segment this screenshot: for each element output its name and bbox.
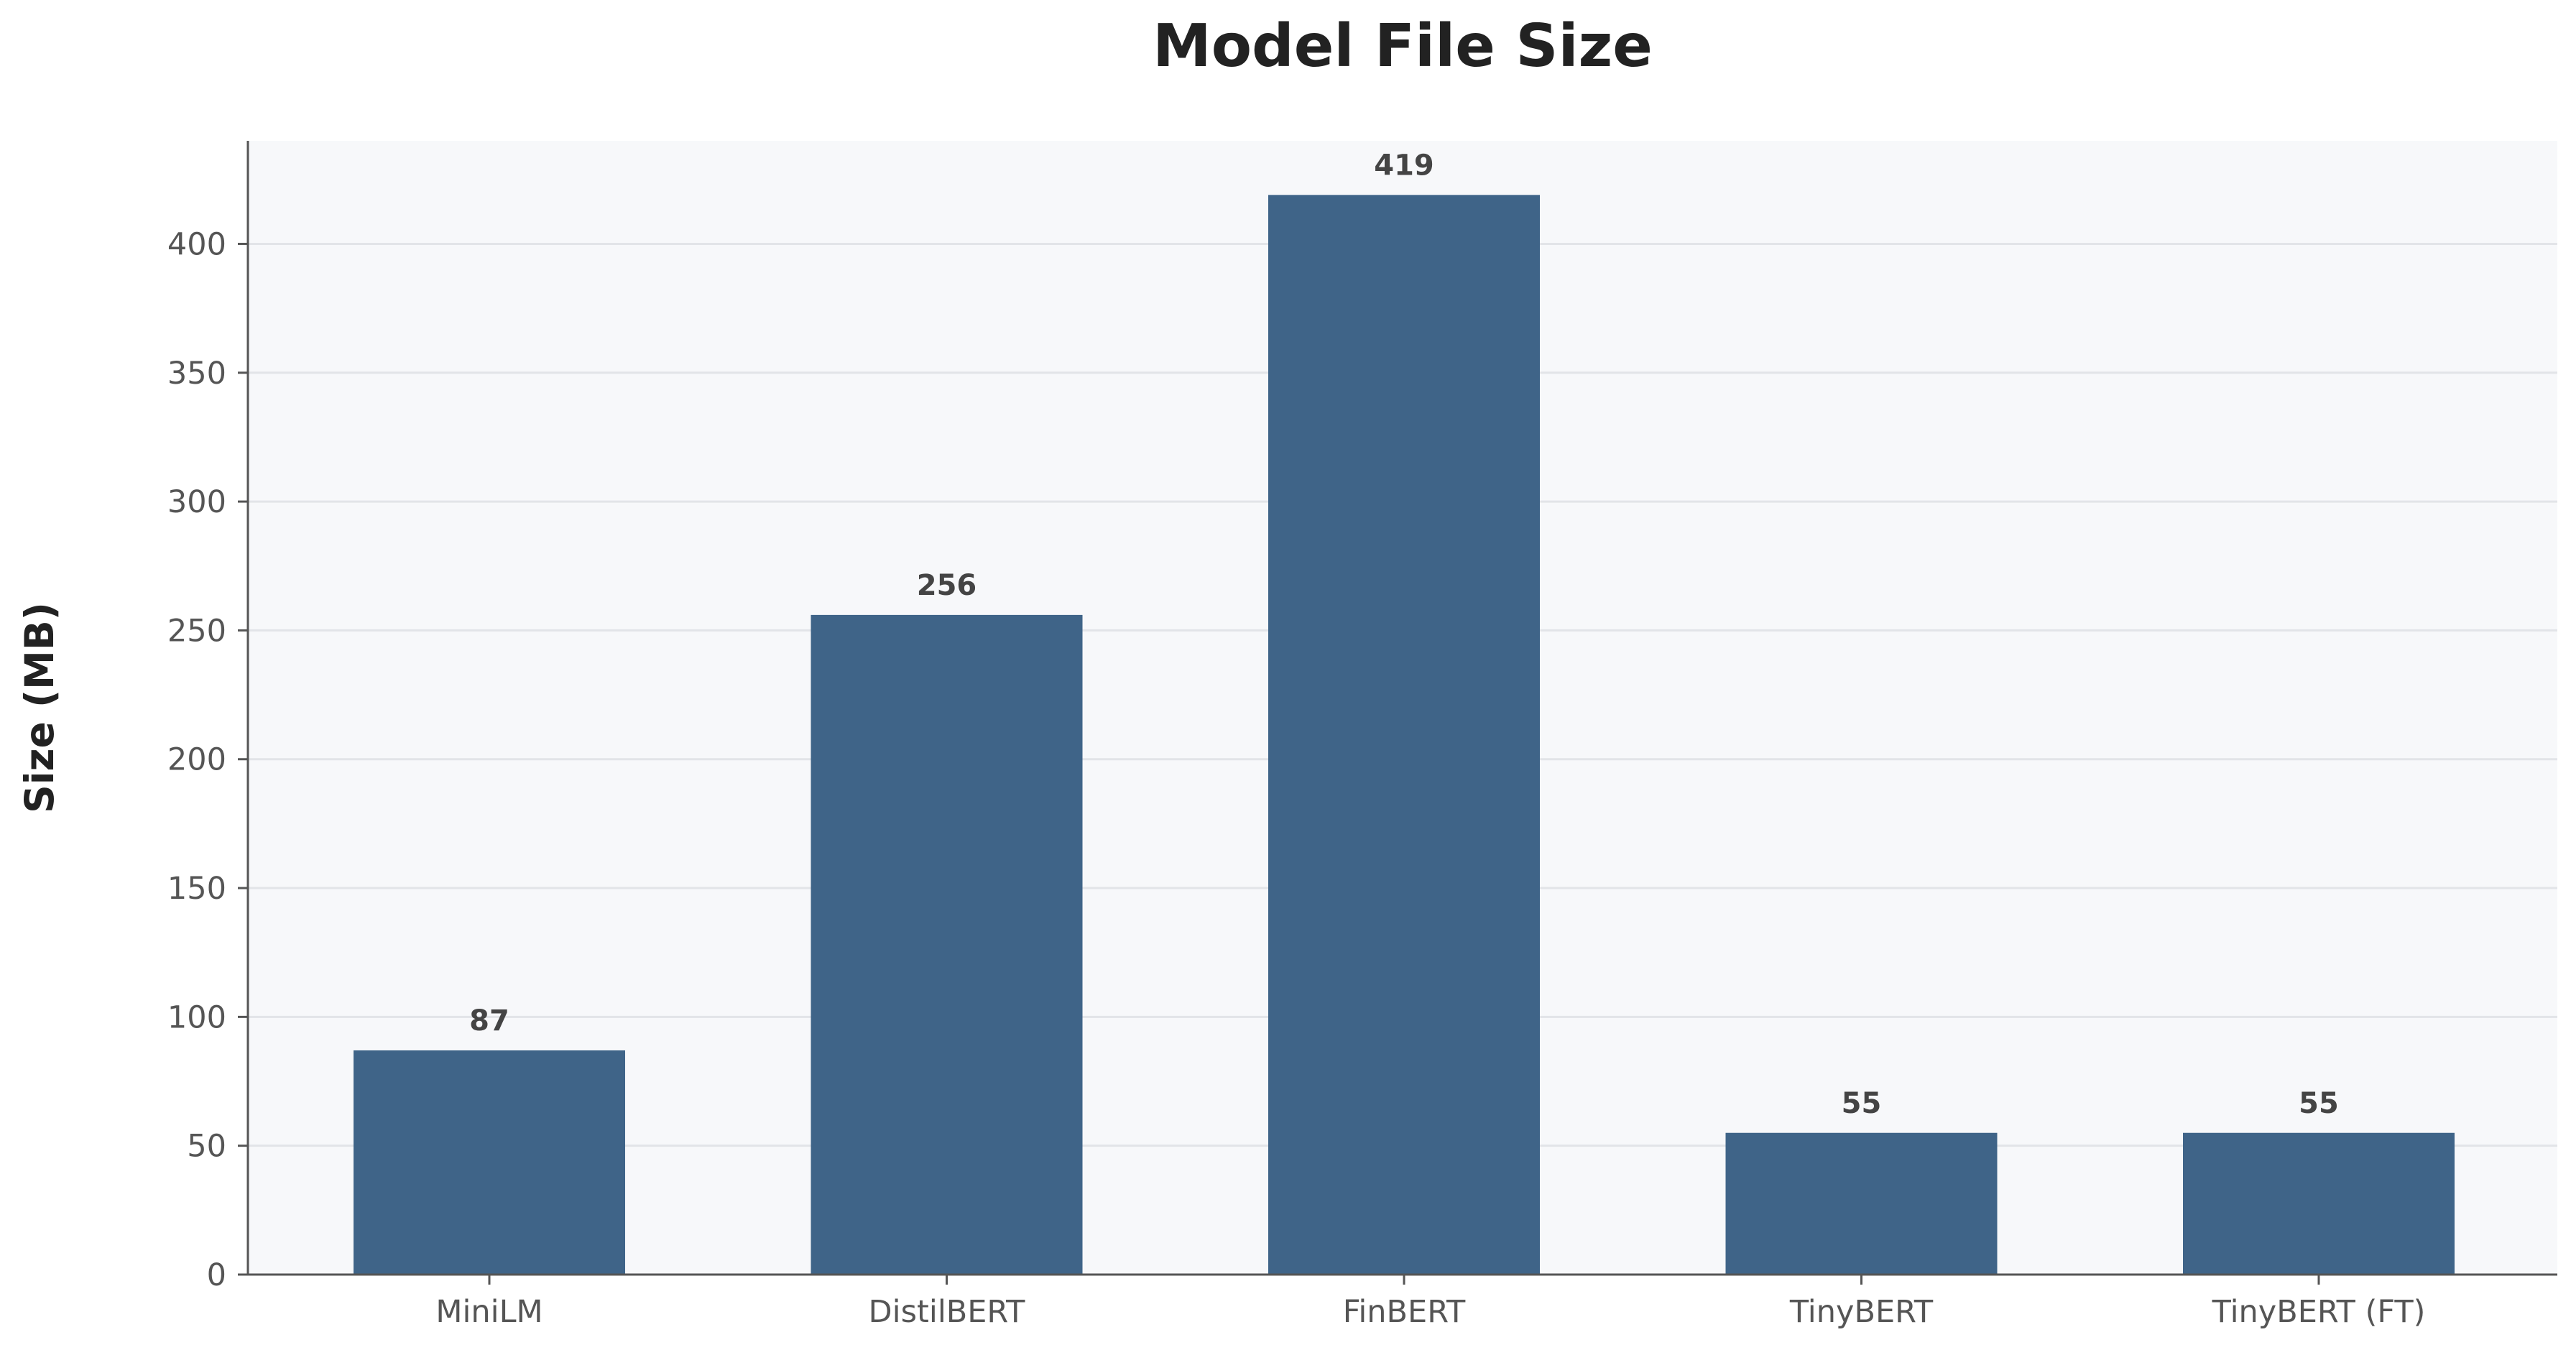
y-tick-label: 400 xyxy=(167,226,226,262)
chart-title: Model File Size xyxy=(1153,12,1653,80)
x-axis-ticks: MiniLM DistilBERT FinBERT TinyBERT TinyBERT … xyxy=(435,1275,2425,1330)
x-tick-label: TinyBERT xyxy=(1789,1294,1934,1330)
y-axis-label: Size (MB) xyxy=(17,602,63,813)
x-tick-label: TinyBERT (FT) xyxy=(2212,1294,2426,1330)
y-tick-label: 150 xyxy=(167,871,226,907)
y-axis-ticks: 0 50 100 150 200 250 300 350 400 xyxy=(167,226,248,1293)
bars xyxy=(354,195,2455,1275)
data-label: 55 xyxy=(2299,1087,2339,1120)
data-label: 256 xyxy=(917,569,977,602)
bar xyxy=(811,614,1083,1275)
y-tick-label: 300 xyxy=(167,484,226,520)
y-tick-label: 0 xyxy=(207,1257,226,1293)
axes xyxy=(246,141,2557,1276)
x-tick-label: MiniLM xyxy=(435,1294,543,1330)
x-tick-label: FinBERT xyxy=(1343,1294,1466,1330)
y-tick-label: 250 xyxy=(167,613,226,649)
y-tick-label: 200 xyxy=(167,742,226,778)
bar xyxy=(354,1050,625,1275)
y-tick-label: 100 xyxy=(167,999,226,1035)
y-tick-label: 350 xyxy=(167,356,226,392)
data-label: 55 xyxy=(1842,1087,1882,1120)
data-labels: 87 256 419 55 55 xyxy=(469,149,2339,1119)
y-tick-label: 50 xyxy=(187,1129,226,1165)
bar xyxy=(1725,1132,1998,1275)
bar xyxy=(2183,1132,2455,1275)
data-label: 87 xyxy=(469,1004,509,1037)
data-label: 419 xyxy=(1374,149,1434,182)
bar xyxy=(1268,195,1540,1275)
x-tick-label: DistilBERT xyxy=(869,1294,1026,1330)
